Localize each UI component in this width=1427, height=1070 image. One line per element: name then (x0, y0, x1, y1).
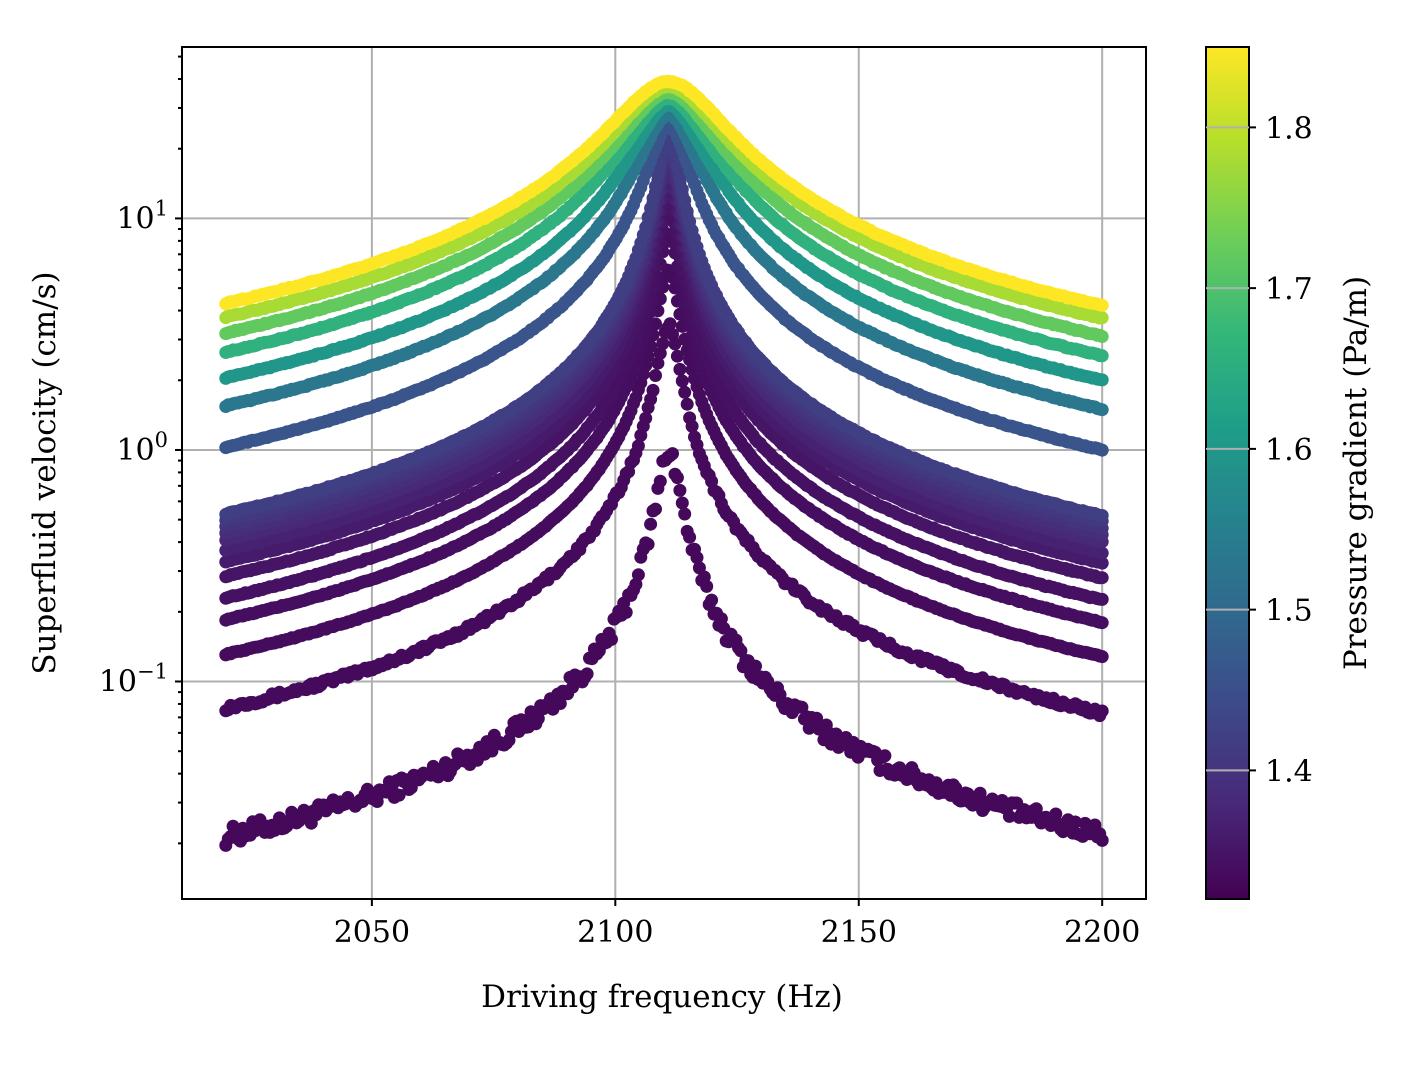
data-point (649, 179, 662, 193)
data-point (392, 788, 406, 802)
series-1 (219, 447, 1109, 852)
data-point (619, 605, 633, 619)
data-point (1095, 592, 1109, 606)
data-point (1095, 650, 1109, 664)
data-point (678, 385, 692, 399)
data-point (656, 337, 670, 350)
data-point (734, 644, 748, 658)
data-point (1095, 546, 1109, 560)
data-point (646, 383, 660, 397)
data-point (663, 317, 677, 331)
series-8 (219, 168, 1109, 560)
data-points (219, 74, 1109, 852)
data-point (673, 362, 687, 376)
data-point (670, 471, 684, 485)
data-point (1095, 704, 1109, 718)
data-point (749, 659, 762, 673)
data-point (644, 517, 658, 531)
data-point (795, 700, 809, 714)
data-point (1095, 509, 1109, 522)
data-point (973, 786, 987, 800)
data-point (580, 667, 594, 681)
data-point (531, 712, 545, 726)
data-point (631, 568, 645, 582)
data-point (666, 447, 679, 461)
data-point (1095, 616, 1109, 630)
data-point (1095, 556, 1109, 570)
data-point (680, 397, 694, 411)
data-point (285, 805, 299, 819)
data-point (678, 507, 692, 521)
series-2 (219, 317, 1109, 723)
data-point (553, 697, 567, 710)
data-point (673, 483, 687, 497)
series-3 (219, 263, 1109, 664)
data-point (685, 419, 699, 433)
data-point (649, 502, 662, 516)
data-point (675, 374, 689, 388)
data-point (678, 193, 692, 207)
data-point (683, 530, 697, 544)
data-point (670, 349, 684, 363)
data-point (1029, 802, 1043, 816)
data-point (1095, 571, 1109, 585)
data-point (1068, 815, 1082, 829)
data-point (675, 182, 689, 196)
data-point (705, 593, 719, 607)
data-point (690, 551, 704, 565)
data-point (949, 781, 963, 795)
data-point (675, 496, 689, 510)
data-point (878, 749, 892, 763)
data-point (700, 579, 714, 593)
series-5 (219, 207, 1109, 606)
data-point (1095, 833, 1109, 847)
data-point (641, 537, 655, 551)
data-point (1002, 809, 1016, 823)
data-point (605, 632, 618, 646)
data-point (649, 369, 662, 382)
data-point (639, 411, 653, 425)
data-point (653, 346, 667, 360)
data-point (646, 191, 660, 205)
data-point (668, 337, 682, 351)
data-point (651, 356, 665, 370)
data-point (653, 474, 667, 488)
data-point (631, 439, 645, 453)
